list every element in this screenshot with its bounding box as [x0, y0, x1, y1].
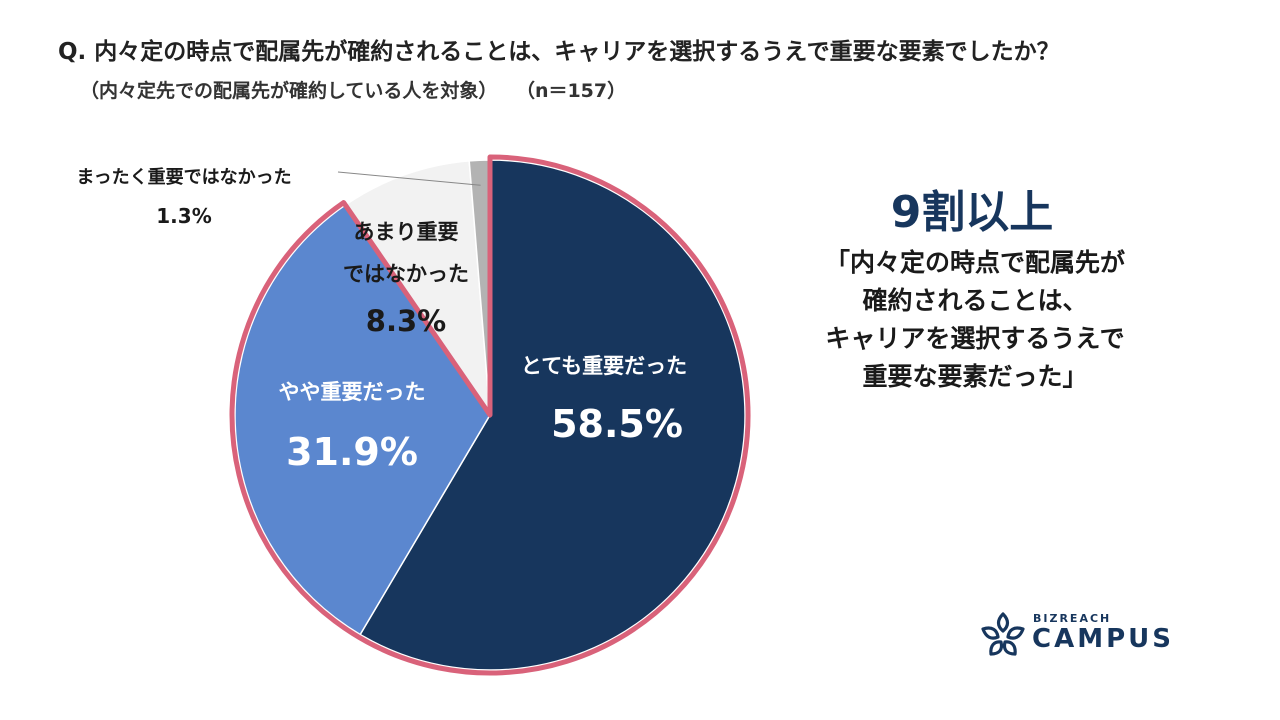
target-note: （内々定先での配属先が確約している人を対象） — [80, 80, 498, 102]
slice-label-not-very-important-line2: ではなかった — [343, 262, 469, 286]
bizreach-campus-logo: BIZREACH CAMPUS — [978, 610, 1178, 660]
slice-label-very-important: とても重要だった — [521, 354, 687, 378]
callout-line: 重要な要素だった」 — [862, 362, 1088, 391]
slice-label-not-at-all-important: まったく重要ではなかった — [76, 166, 291, 188]
slice-label-somewhat-important: やや重要だった — [279, 380, 426, 404]
slice-label-not-very-important: あまり重要 — [354, 220, 459, 244]
pie-slice-very-important — [359, 159, 746, 671]
logo-main-text: CAMPUS — [1032, 624, 1174, 654]
callout-line: 「内々定の時点で配属先が — [824, 248, 1125, 277]
sample-size: （n＝157） — [525, 80, 627, 102]
slice-value-very-important: 58.5% — [551, 402, 683, 446]
callout-text: 「内々定の時点で配属先が 確約されることは、 キャリアを選択するうえで 重要な要… — [760, 244, 1190, 396]
callout-line: キャリアを選択するうえで — [825, 324, 1125, 353]
pie-slice-not-very-important — [344, 160, 491, 418]
slice-value-not-very-important: 8.3% — [366, 304, 446, 338]
callout-line: 確約されることは、 — [862, 286, 1088, 315]
sakura-logo-icon — [981, 612, 1025, 656]
pie-slice-somewhat-important — [234, 203, 491, 636]
callout-headline: 9割以上 — [890, 187, 1054, 238]
slice-value-not-at-all-important: 1.3% — [156, 204, 211, 228]
question-title: Q. 内々定の時点で配属先が確約されることは、キャリアを選択するうえで重要な要素… — [58, 39, 1060, 65]
leader-line-not-at-all — [337, 171, 481, 186]
question-subtitle: （内々定先での配属先が確約している人を対象） （n＝157） — [80, 76, 626, 103]
slice-value-somewhat-important: 31.9% — [286, 430, 418, 474]
highlight-border — [229, 154, 751, 676]
logo-top-text: BIZREACH — [1033, 612, 1112, 625]
